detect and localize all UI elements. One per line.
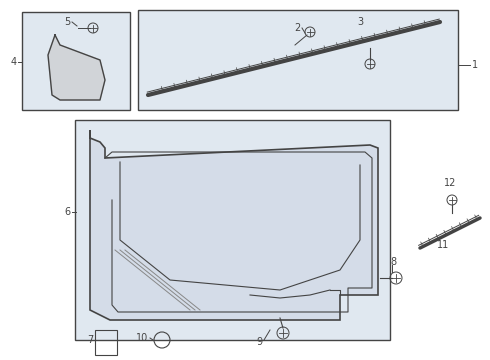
Text: 10: 10	[136, 333, 148, 343]
Text: 4: 4	[11, 57, 17, 67]
Text: 6: 6	[64, 207, 70, 217]
Text: 3: 3	[357, 17, 363, 27]
Bar	[75, 120, 390, 340]
Bar	[22, 12, 130, 110]
Bar	[95, 330, 117, 355]
Text: 9: 9	[256, 337, 262, 347]
Text: 5: 5	[64, 17, 70, 27]
Text: 2: 2	[294, 23, 300, 33]
Text: 8: 8	[390, 257, 396, 267]
Polygon shape	[48, 35, 105, 100]
Bar	[138, 10, 458, 110]
Text: 7: 7	[87, 335, 93, 345]
Text: 11: 11	[437, 240, 449, 250]
Text: 12: 12	[444, 178, 456, 188]
Text: 1: 1	[472, 60, 478, 70]
Polygon shape	[90, 130, 378, 320]
